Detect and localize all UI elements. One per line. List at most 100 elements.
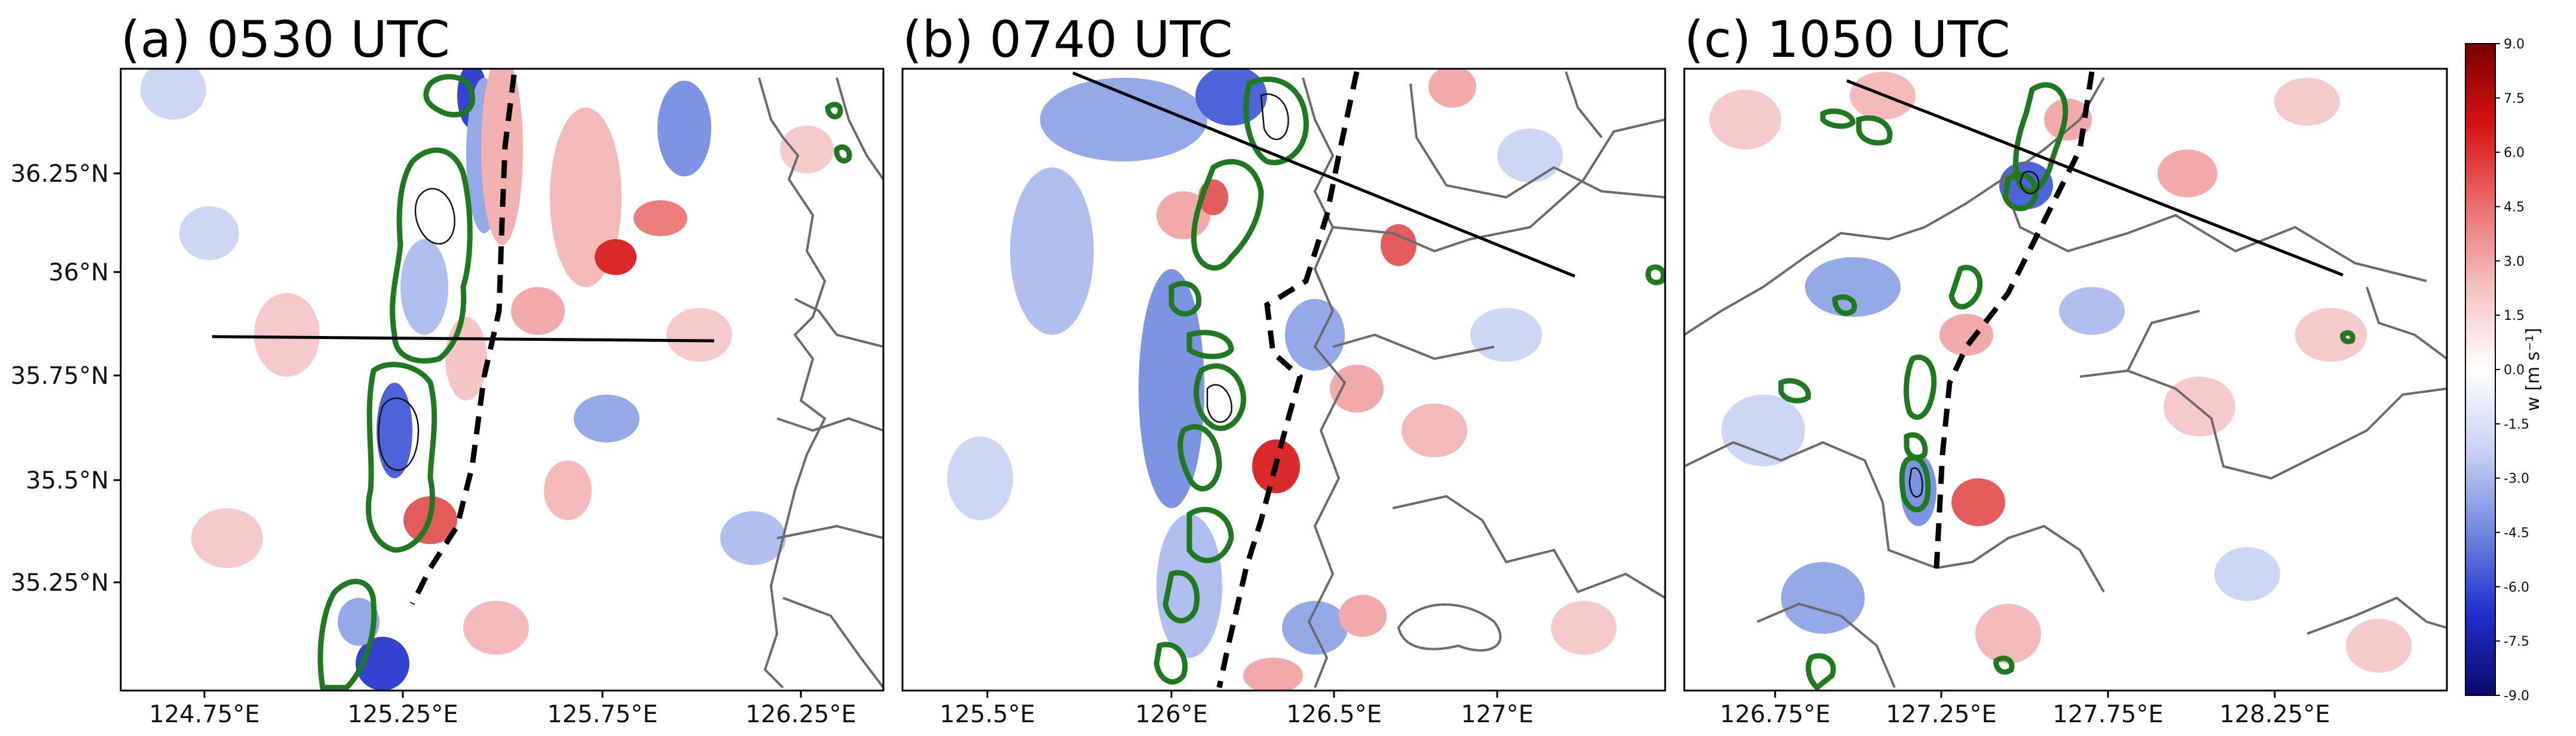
w-blob (2295, 308, 2367, 362)
coastline (1881, 502, 2105, 593)
w-blob (1010, 167, 1094, 335)
w-blob (2044, 99, 2092, 141)
green-contour (1186, 506, 1234, 563)
colorbar-tick-label: -4.5 (2504, 526, 2529, 541)
colorbar-tick-label: 9.0 (2504, 37, 2525, 52)
green-contour (1177, 424, 1222, 491)
w-blob (2214, 547, 2280, 601)
panel-b-title: (b) 0740 UTC (902, 10, 1233, 69)
coastline (1684, 441, 1884, 503)
w-blob (574, 395, 640, 442)
green-contour (423, 74, 475, 118)
x-tick-label: 127°E (1461, 701, 1534, 728)
y-tick-label: 35.75°N (11, 362, 109, 390)
w-blob (1781, 562, 1865, 634)
w-blob (1243, 658, 1303, 691)
w-blob (947, 436, 1013, 520)
w-blob (666, 308, 732, 362)
panel-b-w-field (947, 69, 1617, 691)
w-blob (338, 598, 380, 646)
green-contour (1899, 455, 1931, 512)
colorbar-tick-label: 4.5 (2504, 200, 2525, 215)
green-contour (1832, 294, 1858, 316)
coastline (1392, 494, 1665, 599)
green-contour (1993, 655, 2015, 675)
panel-c-thin-contours (1908, 170, 2040, 498)
colorbar-tick-label: -6.0 (2504, 580, 2529, 595)
coastline (1397, 603, 1502, 652)
panel-b (902, 69, 1665, 691)
thin-contour (2019, 170, 2040, 194)
coastline (782, 597, 883, 689)
w-blob (377, 383, 412, 478)
w-blob (550, 108, 622, 287)
green-contour (1243, 77, 1309, 166)
panel-a (121, 69, 883, 691)
colorbar: 9.0 7.5 6.0 4.5 3.0 1.5 0.0 -1.5 -3.0 -4.5 -6.0 -7.… (2465, 37, 2544, 704)
x-tick-label: 126°E (1135, 701, 1208, 728)
w-blob (544, 460, 592, 520)
panel-b-frame (901, 68, 1666, 692)
panel-b-reflectivity-contours (1154, 77, 1665, 685)
coastline (1332, 118, 1665, 253)
panel-a-reflectivity-contours (317, 74, 852, 691)
w-blob (2274, 78, 2340, 126)
panel-a-thin-contours (378, 188, 455, 471)
coastline (1684, 77, 2105, 336)
green-contour (1806, 653, 1836, 691)
coastline (1565, 71, 1603, 139)
green-contour (1948, 264, 1983, 310)
w-blob (511, 287, 565, 335)
w-blob (2164, 377, 2235, 436)
green-contour (825, 102, 843, 120)
thin-contour (414, 188, 455, 245)
w-blob (1282, 601, 1348, 655)
thin-contour (378, 397, 420, 471)
coastline (2127, 310, 2200, 371)
green-contour (834, 144, 852, 164)
w-blob (1939, 314, 1993, 356)
panel-a-front-line (409, 74, 517, 606)
green-contour (1191, 158, 1264, 271)
y-tick-label: 36.25°N (11, 160, 109, 188)
y-tick-label: 36°N (48, 259, 109, 286)
x-tick-label: 126.5°E (1286, 701, 1382, 728)
green-contour (2002, 172, 2039, 212)
w-blob (634, 200, 687, 236)
x-tick-label: 128.25°E (2219, 701, 2330, 728)
panel-a-cross-section (212, 335, 715, 343)
w-blob (1951, 478, 2005, 526)
w-blob (140, 69, 206, 120)
w-blob (1195, 69, 1267, 126)
w-blob (1285, 299, 1345, 371)
panel-a-title: (a) 0530 UTC (121, 10, 450, 69)
green-contour (1820, 108, 1856, 129)
colorbar-tick-label: -7.5 (2504, 634, 2529, 649)
x-tick-label: 126.25°E (745, 701, 856, 728)
panel-b-thin-contours (1206, 93, 1289, 423)
w-blob (1999, 161, 2053, 209)
x-tick-label: 124.75°E (149, 701, 259, 728)
x-tick-label: 125.25°E (347, 701, 458, 728)
green-contour (1904, 355, 1937, 420)
green-contour (390, 147, 473, 364)
coastline (2366, 286, 2447, 360)
w-blob (1470, 308, 1542, 362)
thin-contour (1908, 467, 1923, 498)
colorbar-tick-label: 1.5 (2504, 309, 2525, 323)
x-tick-label: 127.25°E (1886, 701, 1996, 728)
panel-c-reflectivity-contours (1778, 82, 2355, 691)
panel-a-w-field (140, 69, 834, 691)
colorbar-ramp (2465, 43, 2496, 696)
x-tick-label: 126.75°E (1720, 701, 1830, 728)
w-blob (1975, 604, 2041, 664)
coastline (836, 77, 883, 181)
colorbar-tick-label: 3.0 (2504, 254, 2525, 269)
w-blob (463, 601, 529, 655)
w-blob (1402, 404, 1467, 457)
colorbar-tick-label: -9.0 (2504, 689, 2529, 704)
y-tick-label: 35.25°N (11, 569, 109, 597)
w-blob (780, 126, 834, 173)
coastline (1757, 602, 1896, 688)
